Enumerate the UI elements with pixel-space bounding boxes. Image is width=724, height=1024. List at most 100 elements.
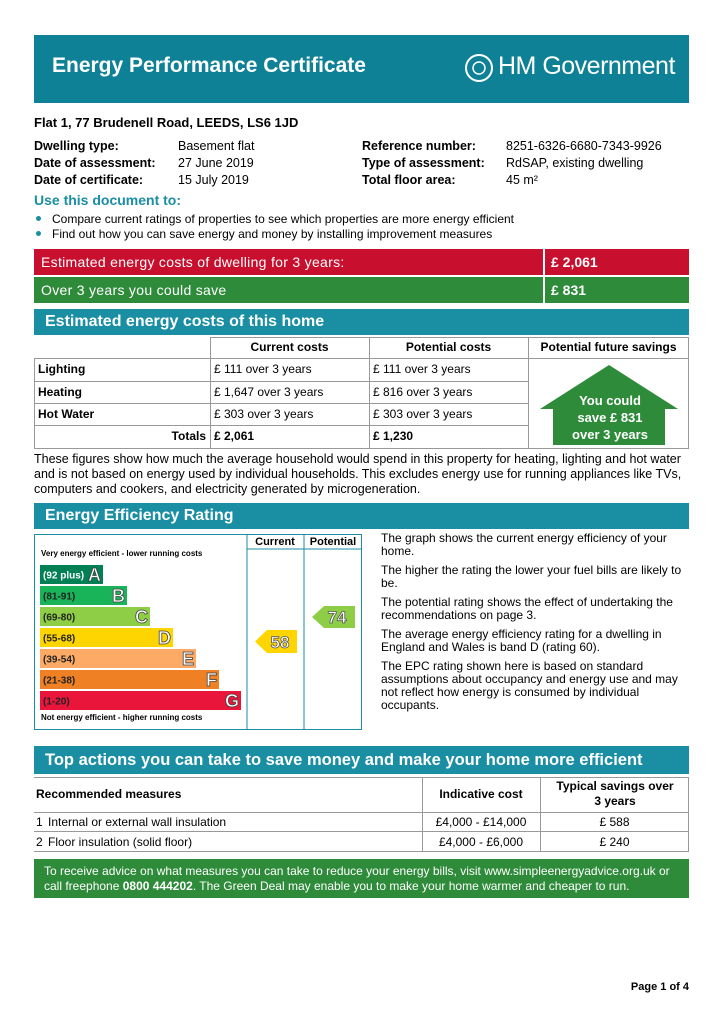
- cost-cell: £ 303 over 3 years: [214, 407, 314, 421]
- detail-label: Total floor area:: [362, 173, 456, 187]
- savings-line: You could: [579, 393, 641, 408]
- bullet: [36, 216, 41, 221]
- use-heading: Use this document to:: [34, 192, 182, 208]
- rule: [34, 777, 689, 778]
- footer-text: . The Green Deal may enable you to make …: [192, 879, 630, 893]
- band-range: (81-91): [43, 592, 75, 603]
- row-label: Lighting: [38, 362, 86, 376]
- banner: [545, 249, 689, 275]
- rule: [528, 337, 529, 449]
- measure-cost: £4,000 - £14,000: [435, 815, 527, 829]
- crest: [465, 54, 493, 82]
- band-letter: E: [182, 649, 194, 669]
- detail-label: Reference number:: [362, 139, 476, 153]
- detail-value: 27 June 2019: [178, 156, 254, 170]
- header-bar: [34, 35, 689, 103]
- column-header: Indicative cost: [439, 787, 523, 801]
- use-item: Find out how you can save energy and mon…: [52, 227, 493, 241]
- rule: [34, 403, 528, 404]
- savings-line: save £ 831: [577, 410, 643, 425]
- detail-value: RdSAP, existing dwelling: [506, 156, 644, 170]
- detail-label: Dwelling type:: [34, 139, 119, 153]
- col-current: Current: [255, 536, 295, 548]
- rule: [540, 777, 541, 852]
- band-letter: A: [88, 565, 101, 585]
- band-range: (1-20): [43, 697, 70, 708]
- band: [40, 670, 219, 689]
- costs-note: These figures show how much the average …: [34, 452, 682, 496]
- measure-number: 2: [36, 835, 43, 849]
- band: [40, 607, 150, 626]
- band-letter: C: [135, 607, 148, 627]
- measure-saving: £ 240: [599, 835, 630, 849]
- band: [40, 565, 103, 584]
- potential-arrow: [312, 606, 355, 628]
- rule: [34, 851, 689, 852]
- section-bar: Estimated energy costs of this home: [34, 309, 689, 335]
- footer-phone: 0800 444202: [122, 879, 193, 893]
- detail-value: 45 m²: [506, 173, 538, 187]
- detail-label: Date of certificate:: [34, 173, 144, 187]
- banner: [34, 277, 543, 303]
- detail-value: Basement flat: [178, 139, 255, 153]
- rule: [688, 777, 689, 852]
- rule: [688, 337, 689, 449]
- total-cell: £ 1,230: [373, 429, 414, 443]
- title: Energy Performance Certificate: [52, 54, 366, 77]
- savings-arrow: [540, 365, 678, 445]
- savings-line: over 3 years: [572, 427, 648, 442]
- detail-label: Type of assessment:: [362, 156, 485, 170]
- column-header: Typical savings over 3 years: [556, 779, 674, 808]
- cost-cell: £ 1,647 over 3 years: [214, 385, 324, 399]
- rating-paragraph: The potential rating shows the effect of…: [381, 595, 673, 622]
- band-letter: B: [112, 586, 125, 606]
- rule: [34, 831, 689, 832]
- top-note: Very energy efficient - lower running co…: [41, 549, 203, 558]
- banner: [545, 277, 689, 303]
- totals-label: Totals: [171, 429, 206, 443]
- measure-number: 1: [36, 815, 43, 829]
- band-range: (69-80): [43, 613, 75, 624]
- measure-saving: £ 588: [599, 815, 630, 829]
- measure-name: Floor insulation (solid floor): [48, 835, 193, 849]
- rule: [210, 337, 211, 449]
- row-label: Heating: [38, 385, 83, 399]
- rule: [34, 358, 35, 449]
- rule: [34, 812, 689, 813]
- band-range: (21-38): [43, 676, 75, 687]
- arrow-shape: [540, 365, 678, 445]
- rule: [34, 381, 528, 382]
- total-cell: £ 2,061: [214, 429, 255, 443]
- cost-cell: £ 303 over 3 years: [373, 407, 473, 421]
- measure-cost: £4,000 - £6,000: [438, 835, 524, 849]
- rule: [34, 448, 689, 449]
- current-arrow: [255, 630, 297, 653]
- rating-paragraph: The EPC rating shown here is based on st…: [381, 659, 678, 712]
- banner-label: Over 3 years you could save: [41, 282, 227, 298]
- detail-value: 15 July 2019: [178, 173, 249, 187]
- rule: [34, 358, 689, 359]
- rule: [34, 425, 528, 426]
- band-letter: G: [225, 691, 239, 711]
- band-letter: F: [206, 670, 217, 690]
- rule: [210, 337, 689, 338]
- band-range: (55-68): [43, 634, 75, 645]
- banner: [34, 249, 543, 275]
- section-bar: Top actions you can take to save money a…: [34, 746, 689, 774]
- column-header: Recommended measures: [36, 787, 182, 801]
- page-number: Page 1 of 4: [630, 981, 689, 993]
- rating-paragraph: The graph shows the current energy effic…: [381, 531, 667, 558]
- potential-rating: 74: [328, 608, 347, 627]
- band: [40, 586, 127, 605]
- footer-box: To receive advice on what measures you c…: [34, 859, 689, 898]
- column-header: Potential costs: [405, 340, 492, 354]
- col-potential: Potential: [310, 536, 356, 548]
- column-header: Current costs: [250, 340, 329, 354]
- cost-cell: £ 816 over 3 years: [373, 385, 473, 399]
- rule: [422, 777, 423, 852]
- detail-value: 8251-6326-6680-7343-9926: [506, 139, 662, 153]
- banner-label: Estimated energy costs of dwelling for 3…: [41, 254, 345, 270]
- bottom-note: Not energy efficient - higher running co…: [41, 713, 203, 722]
- banner-value: £ 831: [551, 282, 587, 298]
